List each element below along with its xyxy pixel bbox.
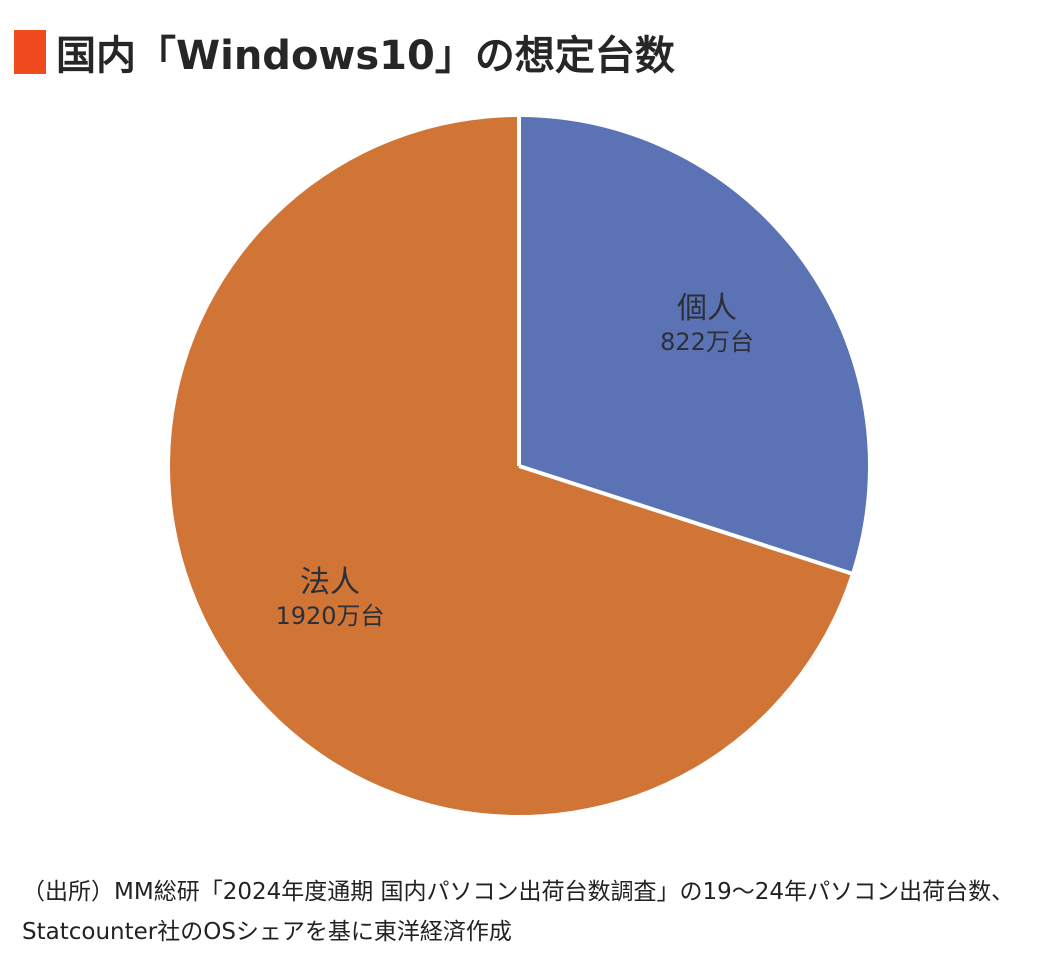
pie-chart: 個人 822万台 法人 1920万台 xyxy=(170,117,869,816)
houjin-value: 1920万台 xyxy=(275,602,384,630)
title-marker xyxy=(14,30,46,74)
houjin-name: 法人 xyxy=(300,565,360,600)
source-note: （出所）MM総研「2024年度通期 国内パソコン出荷台数調査」の19〜24年パソ… xyxy=(22,879,1015,945)
chart-title: 国内「Windows10」の想定台数 xyxy=(14,26,675,79)
pie-slice-houjin xyxy=(170,117,852,816)
slice-label-houjin: 法人 1920万台 xyxy=(275,565,384,630)
pie-slice-kojin xyxy=(519,117,869,574)
pie-slices xyxy=(170,117,869,816)
slice-label-kojin: 個人 822万台 xyxy=(660,291,754,356)
slice-separator xyxy=(518,464,852,576)
kojin-value: 822万台 xyxy=(660,328,754,356)
title-text: 国内「Windows10」の想定台数 xyxy=(56,33,675,79)
kojin-name: 個人 xyxy=(677,291,737,326)
